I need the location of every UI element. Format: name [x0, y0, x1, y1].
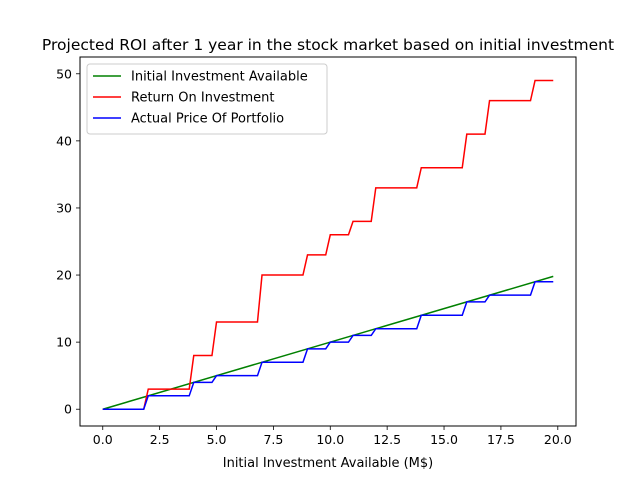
series-line-return-on-investment: [102, 79, 554, 410]
y-axis-ticks: 0 10 20 30 40 50: [56, 66, 80, 417]
y-tick-label: 0: [64, 402, 72, 417]
y-tick-label: 10: [56, 335, 72, 350]
legend: Initial Investment Available Return On In…: [86, 63, 328, 135]
legend-entries: Initial Investment Available Return On In…: [93, 70, 308, 127]
series-layer: [102, 79, 554, 410]
y-tick-label: 50: [56, 66, 72, 81]
chart-title: Projected ROI after 1 year in the stock …: [42, 36, 614, 54]
legend-label: Actual Price Of Portfolio: [131, 112, 284, 127]
plot-area: [79, 56, 577, 427]
x-axis-label: Initial Investment Available (M$): [223, 456, 433, 471]
legend-label: Return On Investment: [131, 91, 275, 106]
axes-frame: [79, 56, 577, 427]
legend-label: Initial Investment Available: [131, 70, 308, 85]
x-tick-label: 2.5: [150, 432, 170, 447]
x-tick-label: 0.0: [93, 432, 113, 447]
x-tick-label: 5.0: [207, 432, 227, 447]
y-tick-label: 40: [56, 133, 72, 148]
x-tick-label: 20.0: [544, 432, 572, 447]
series-line-initial-investment-available: [102, 275, 554, 410]
legend-box: [86, 63, 328, 135]
x-tick-label: 12.5: [373, 432, 401, 447]
x-tick-label: 17.5: [487, 432, 515, 447]
y-tick-label: 20: [56, 268, 72, 283]
x-tick-label: 10.0: [316, 432, 344, 447]
y-tick-label: 30: [56, 200, 72, 215]
x-tick-label: 15.0: [430, 432, 458, 447]
x-axis-ticks: 0.0 2.5 5.0 7.5 10.0 12.5 15.0 17.5 20.0: [93, 426, 572, 447]
series-line-actual-price-of-portfolio: [102, 281, 554, 410]
x-tick-label: 7.5: [263, 432, 283, 447]
